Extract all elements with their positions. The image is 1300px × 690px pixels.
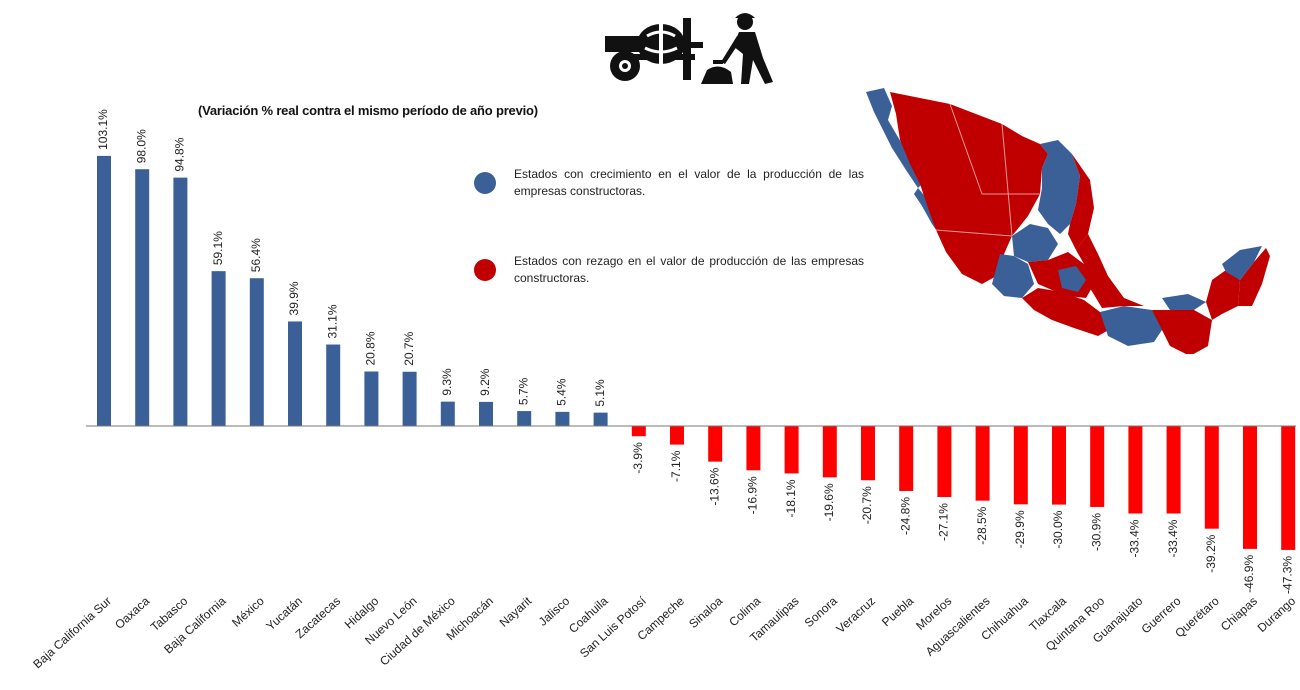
value-label-15: -7.1% [669,450,683,482]
bar-19 [822,426,837,478]
category-label-30: Chiapas [1218,594,1260,634]
bar-9 [440,401,455,426]
category-label-31: Durango [1255,594,1299,635]
category-label-16: Sinaloa [686,594,725,631]
value-label-3: 59.1% [211,231,225,265]
bar-7 [364,371,379,426]
legend-item-growth: Estados con crecimiento en el valor de l… [474,166,864,200]
value-label-23: -28.5% [975,506,989,544]
value-label-29: -39.2% [1204,534,1218,572]
map-nayarit-jalisco [992,254,1034,298]
category-label-20: Veracruz [833,594,878,636]
bar-3 [211,271,226,426]
map-yucatan [1222,246,1262,280]
bar-23 [975,426,990,501]
map-hidalgo-mexico [1058,266,1086,292]
map-tabasco [1162,294,1206,310]
bar-2 [173,177,188,426]
map-veracruz [1076,234,1144,308]
map-baja-california [866,88,922,188]
map-tamaulipas [1068,154,1094,250]
bar-18 [784,426,799,474]
map-campeche [1206,270,1240,320]
value-label-11: 5.7% [516,377,530,405]
category-label-14: San Luis Potosí [577,593,649,660]
construction-worker-cement-mixer-icon [603,6,783,93]
value-label-9: 9.3% [440,368,454,396]
value-label-12: 5.4% [555,378,569,406]
mexico-map [862,84,1274,359]
bar-29 [1204,426,1219,529]
bar-4 [249,278,264,426]
value-label-24: -29.9% [1013,510,1027,548]
bar-5 [288,321,302,426]
bar-20 [861,426,875,481]
bar-27 [1128,426,1143,514]
value-label-14: -3.9% [631,442,645,474]
value-label-2: 94.8% [173,137,187,171]
value-label-26: -30.9% [1089,513,1103,551]
value-label-18: -18.1% [784,479,798,517]
legend-marker-lag [474,259,496,281]
bar-10 [479,401,493,426]
bar-6 [326,344,341,426]
bar-28 [1166,426,1181,514]
category-label-0: Baja California Sur [30,594,114,671]
category-label-11: Nayarit [497,593,535,629]
bar-31 [1281,426,1296,550]
bar-12 [555,411,570,426]
bar-21 [899,426,914,491]
bar-14 [631,426,646,437]
bar-16 [708,426,723,462]
map-zacatecas [1012,224,1058,262]
value-label-22: -27.1% [937,503,951,541]
value-label-6: 31.1% [325,304,339,338]
bar-25 [1052,426,1066,505]
bar-1 [135,169,150,427]
value-label-30: -46.9% [1242,555,1256,593]
legend-item-lag: Estados con rezago en el valor de produc… [474,253,864,287]
bar-0 [97,155,111,427]
value-label-10: 9.2% [478,368,492,396]
value-label-0: 103.1% [96,109,110,150]
value-label-4: 56.4% [249,238,263,272]
legend-label-growth: Estados con crecimiento en el valor de l… [514,167,864,198]
legend-label-lag: Estados con rezago en el valor de produc… [514,254,864,285]
bar-11 [517,411,532,426]
map-chiapas [1152,310,1212,356]
value-label-20: -20.7% [860,486,874,524]
map-oaxaca [1100,306,1166,346]
bar-30 [1243,426,1257,549]
category-label-4: México [229,594,267,630]
bar-8 [402,371,417,426]
value-label-17: -16.9% [746,476,760,514]
map-michoacan-guerrero [1022,288,1112,336]
value-label-21: -24.8% [898,497,912,535]
category-label-1: Oaxaca [112,594,152,632]
map-coahuila-nuevo-leon [1038,140,1080,234]
chart-subtitle: (Variación % real contra el mismo períod… [198,103,538,118]
bar-17 [746,426,761,471]
value-label-16: -13.6% [707,467,721,505]
value-label-25: -30.0% [1051,510,1065,548]
bar-15 [670,426,684,445]
category-label-21: Puebla [879,594,916,630]
value-label-28: -33.4% [1166,519,1180,557]
value-label-7: 20.8% [364,331,378,365]
bar-26 [1090,426,1105,507]
value-label-19: -19.6% [822,483,836,521]
value-label-13: 5.1% [593,379,607,407]
value-label-8: 20.7% [402,331,416,365]
value-label-27: -33.4% [1128,519,1142,557]
bar-24 [1013,426,1028,505]
legend-marker-growth [474,172,496,194]
map-quintana-roo [1238,248,1270,306]
bar-22 [937,426,952,498]
bar-13 [593,412,608,426]
value-label-31: -47.3% [1280,556,1294,594]
value-label-1: 98.0% [134,129,148,163]
value-label-5: 39.9% [287,281,301,315]
